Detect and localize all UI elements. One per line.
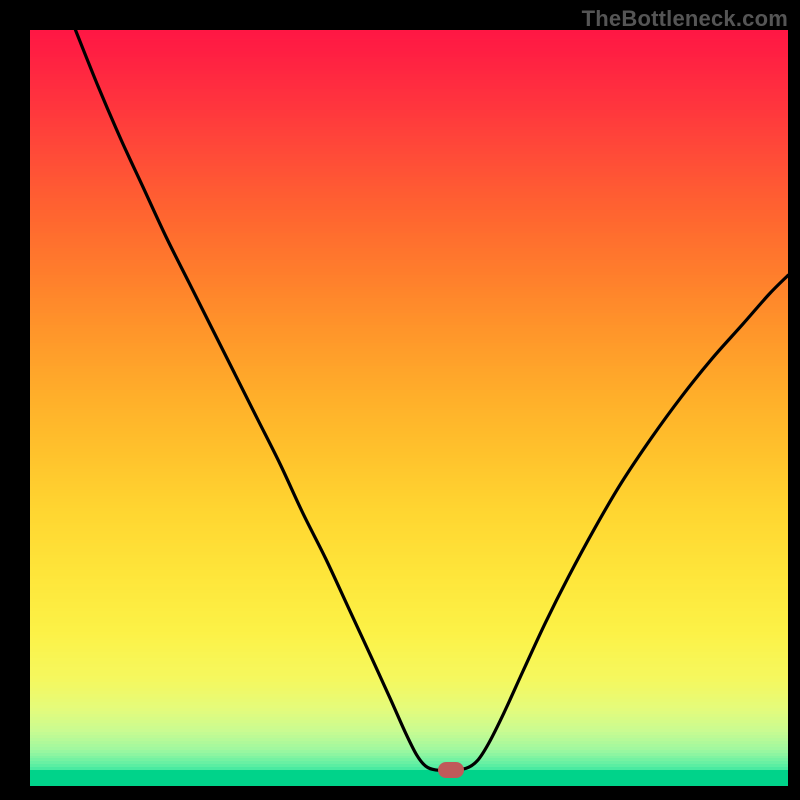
bottom-band	[30, 770, 788, 786]
watermark-text: TheBottleneck.com	[582, 6, 788, 32]
chart-frame: TheBottleneck.com	[0, 0, 800, 800]
minimum-marker	[438, 762, 464, 778]
plot-area	[30, 30, 788, 785]
